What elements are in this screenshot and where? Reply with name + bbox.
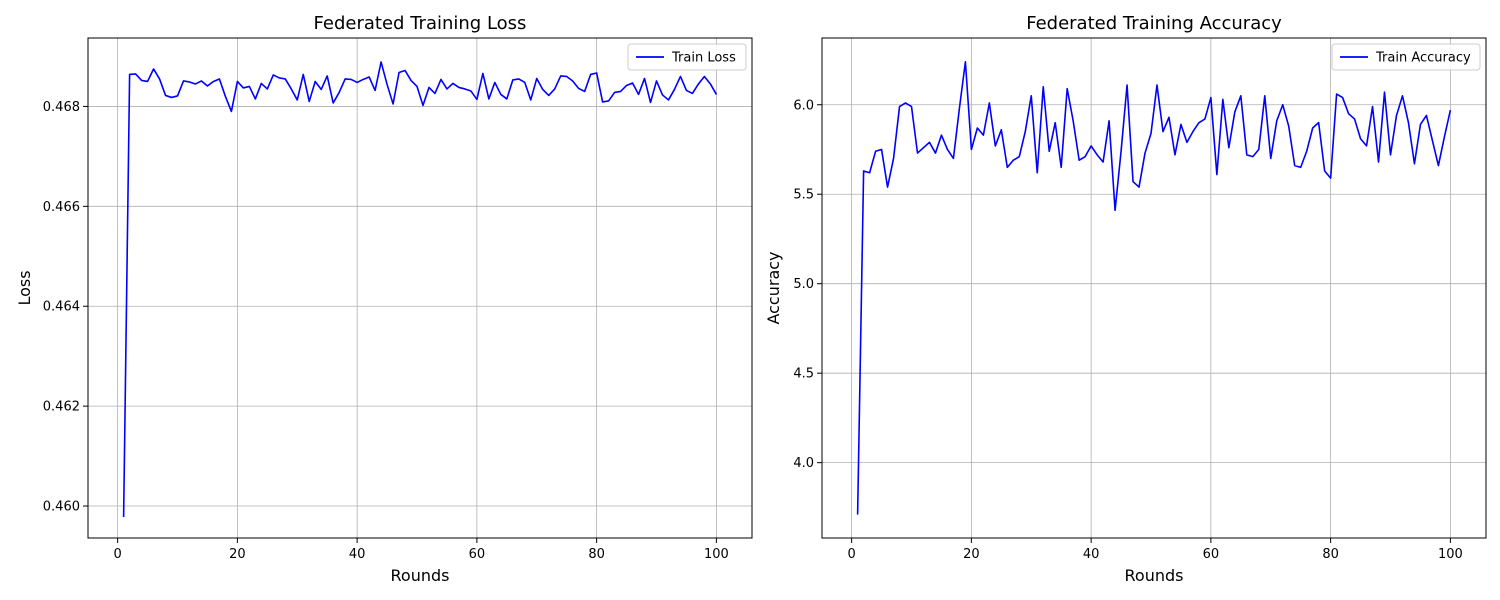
y-tick-label: 5.0 <box>793 277 814 292</box>
series-line-1 <box>856 60 1452 515</box>
x-tick-label: 80 <box>1322 547 1339 562</box>
x-tick-label: 20 <box>963 547 980 562</box>
x-tick-label: 60 <box>1203 547 1220 562</box>
x-tick-label: 40 <box>349 547 366 562</box>
legend: Train Accuracy <box>1331 43 1481 71</box>
y-tick-label: 4.5 <box>793 367 814 382</box>
y-tick-label: 0.460 <box>43 500 80 515</box>
x-tick-label: 0 <box>113 547 121 562</box>
y-tick-label: 0.468 <box>43 100 80 115</box>
axes-frame <box>821 37 1487 539</box>
y-tick-label: 0.466 <box>43 200 80 215</box>
axes-frame <box>87 37 753 539</box>
x-tick-label: 80 <box>588 547 605 562</box>
y-tick-label: 5.5 <box>793 188 814 203</box>
legend-label: Train Loss <box>671 51 736 66</box>
x-tick-label: 0 <box>847 547 855 562</box>
x-tick-label: 20 <box>229 547 246 562</box>
series-line-1 <box>122 61 718 518</box>
y-tick-label: 6.0 <box>793 98 814 113</box>
x-tick-label: 100 <box>704 547 729 562</box>
chart-title: Federated Training Accuracy <box>1026 13 1282 34</box>
legend-box <box>1331 43 1481 71</box>
legend-label: Train Accuracy <box>1375 51 1471 66</box>
x-axis-label: Rounds <box>391 566 450 585</box>
x-tick-label: 100 <box>1438 547 1463 562</box>
x-tick-label: 40 <box>1083 547 1100 562</box>
y-tick-label: 0.464 <box>43 300 80 315</box>
chart-2: 0 20 40 60 80 100 4.0 4.5 5.0 5.5 6.0 Federated Tra… <box>764 13 1487 585</box>
y-axis-label: Loss <box>15 270 34 305</box>
chart-title: Federated Training Loss <box>314 13 527 34</box>
y-axis-label: Accuracy <box>764 251 783 324</box>
legend-box <box>627 43 747 71</box>
legend: Train Loss <box>627 43 747 71</box>
x-tick-label: 60 <box>469 547 486 562</box>
y-tick-label: 4.0 <box>793 456 814 471</box>
y-tick-label: 0.462 <box>43 400 80 415</box>
chart-1: 0 20 40 60 80 100 0.460 0.462 0.464 0.466 0.468 Fed… <box>15 13 753 585</box>
x-axis-label: Rounds <box>1125 566 1184 585</box>
